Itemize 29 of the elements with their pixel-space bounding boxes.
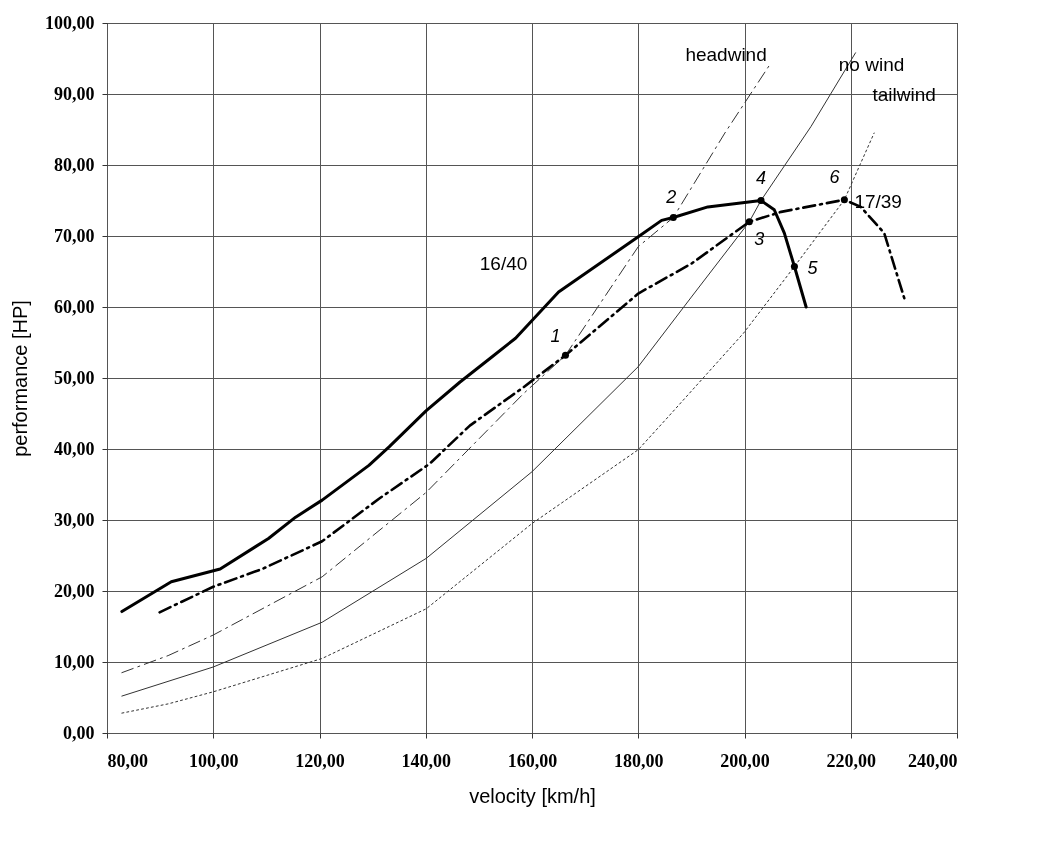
y-tick-label: 60,00 bbox=[54, 296, 95, 317]
y-axis-title: performance [HP] bbox=[9, 300, 31, 457]
y-tick-label: 70,00 bbox=[54, 225, 95, 246]
series-label: 16/40 bbox=[479, 253, 528, 275]
annotation: 1 bbox=[550, 326, 561, 347]
annotation: 5 bbox=[807, 257, 819, 278]
y-tick-label: 0,00 bbox=[63, 722, 95, 743]
x-tick-label: 80,00 bbox=[107, 750, 148, 771]
x-tick-label: 120,00 bbox=[295, 750, 345, 771]
x-tick-label: 200,00 bbox=[720, 750, 770, 771]
x-tick-label: 160,00 bbox=[507, 750, 558, 771]
y-tick-label: 80,00 bbox=[54, 154, 95, 175]
x-tick-label: 180,00 bbox=[614, 750, 664, 771]
series-label: 17/39 bbox=[854, 190, 902, 212]
x-tick-label: 220,00 bbox=[826, 750, 876, 771]
y-tick-label: 30,00 bbox=[54, 509, 95, 530]
y-tick-label: 20,00 bbox=[54, 580, 95, 601]
y-tick-label: 40,00 bbox=[54, 438, 95, 459]
y-tick-label: 10,00 bbox=[54, 651, 95, 672]
x-tick-label: 100,00 bbox=[189, 750, 239, 771]
y-tick-label: 90,00 bbox=[54, 83, 95, 104]
annotation: 4 bbox=[755, 167, 766, 188]
x-tick-label: 240,00 bbox=[908, 750, 958, 771]
annotation: 2 bbox=[665, 186, 677, 207]
y-tick-label: 100,00 bbox=[45, 12, 95, 33]
x-tick-label: 140,00 bbox=[401, 750, 451, 771]
y-tick-label: 50,00 bbox=[54, 367, 95, 388]
x-axis-title: velocity [km/h] bbox=[469, 784, 596, 807]
annotation: 6 bbox=[829, 166, 841, 187]
